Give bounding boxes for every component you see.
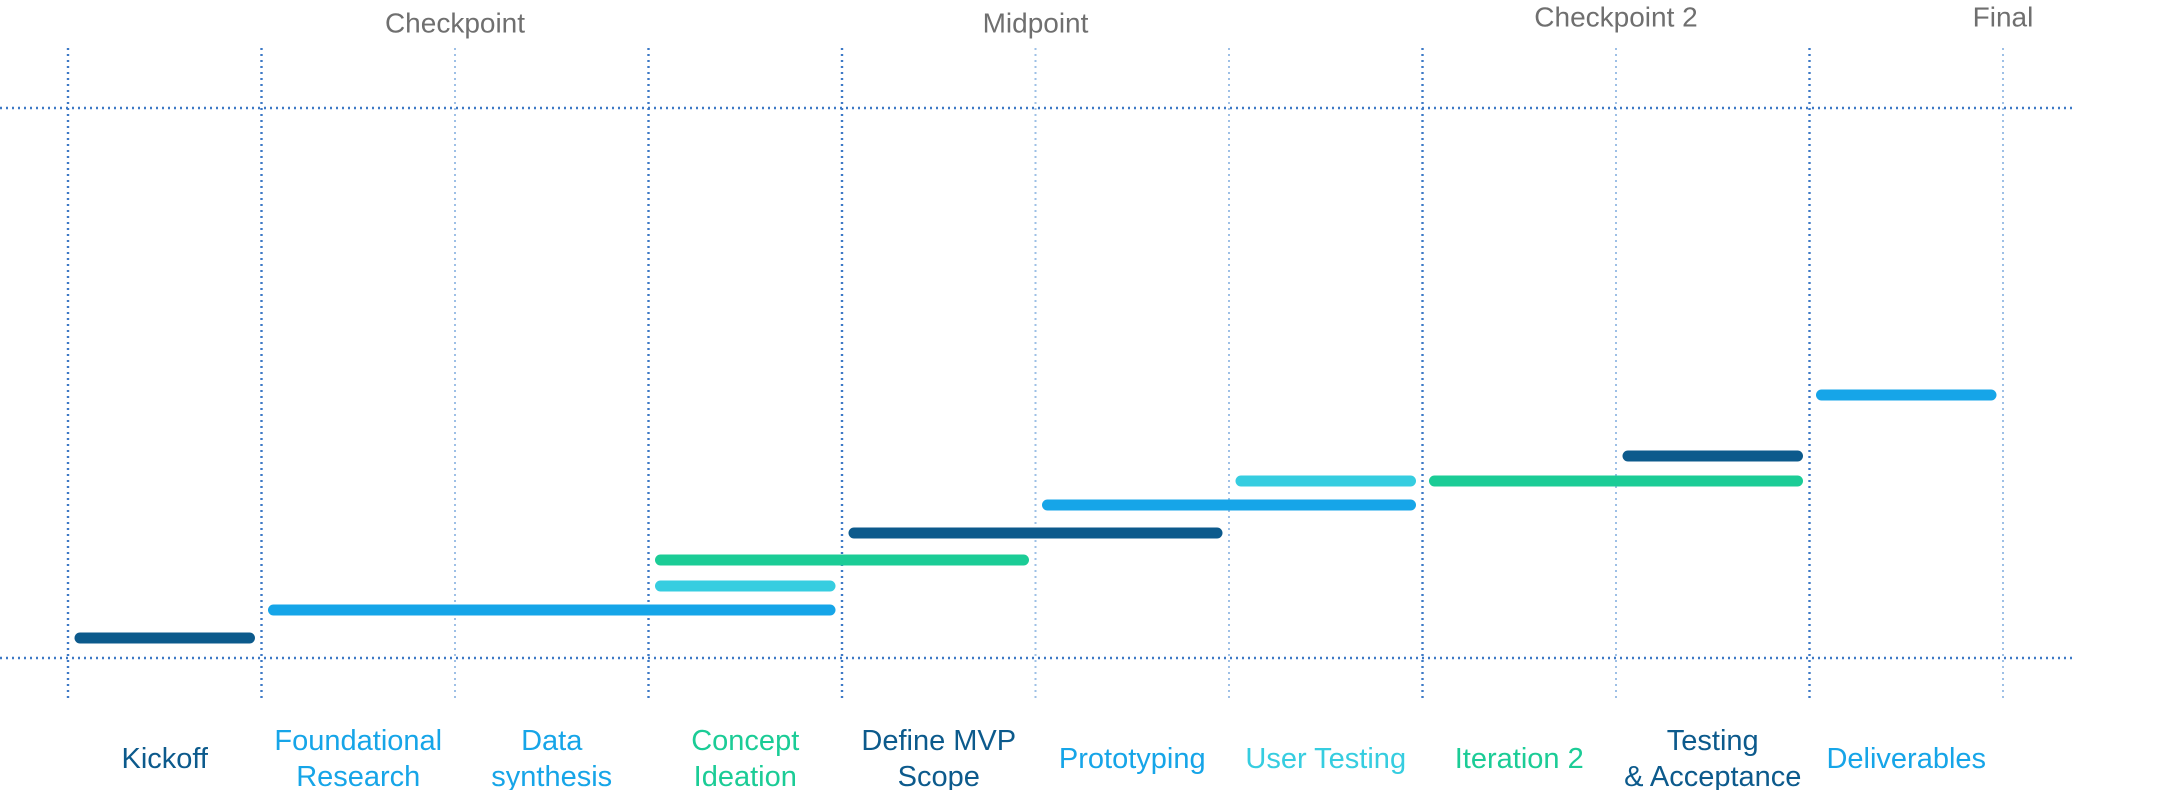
- phase-label-prototyping: Prototyping: [1059, 743, 1206, 775]
- phase-label-concept-ideation: Concept Ideation: [691, 725, 799, 790]
- milestone-label: Checkpoint 2: [1534, 1, 1697, 32]
- milestones-layer: Checkpoint Midpoint Checkpoint 2 Final: [385, 1, 2033, 38]
- phase-label-data-synthesis: Data synthesis: [491, 725, 612, 790]
- phase-label-user-testing: User Testing: [1245, 743, 1406, 775]
- milestone-label: Final: [1973, 1, 2034, 32]
- phases-layer: Kickoff Foundational Research Data synthesis…: [121, 725, 1986, 790]
- milestone-label: Checkpoint: [385, 7, 525, 38]
- grid-layer: [0, 48, 2075, 698]
- phase-label-deliverables: Deliverables: [1826, 743, 1986, 775]
- phase-label-define-mvp-scope: Define MVP Scope: [861, 725, 1016, 790]
- phase-label-iteration-2: Iteration 2: [1455, 743, 1584, 775]
- phase-label-testing-acceptance: Testing & Acceptance: [1624, 725, 1801, 790]
- phase-label-foundational-research: Foundational Research: [274, 725, 442, 790]
- milestone-label: Midpoint: [983, 7, 1089, 38]
- bars-layer: [74, 389, 1997, 644]
- phase-label-kickoff: Kickoff: [121, 743, 208, 775]
